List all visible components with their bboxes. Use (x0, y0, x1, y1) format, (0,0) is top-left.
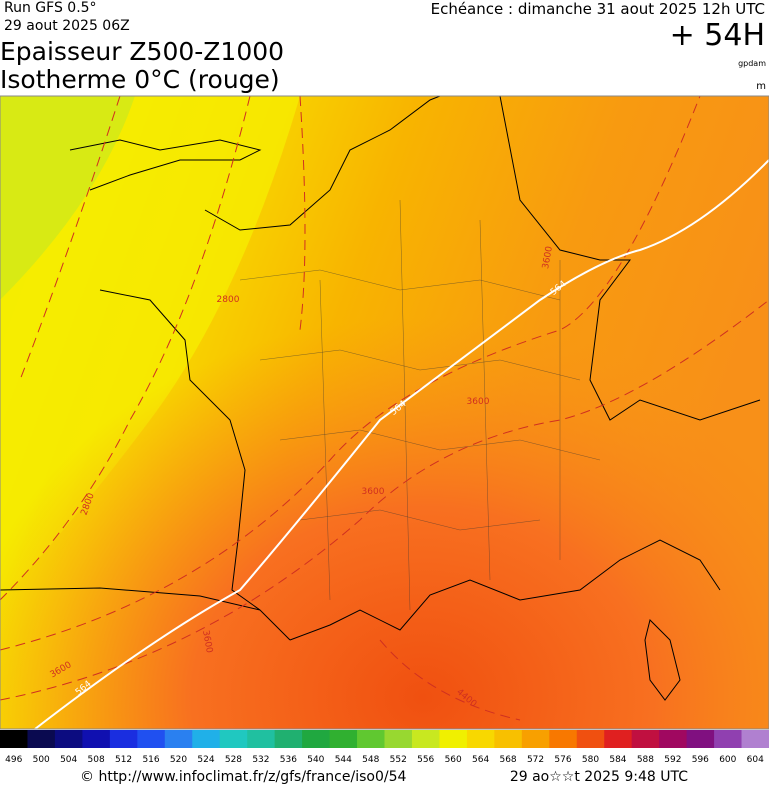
colorbar-swatch (686, 730, 715, 748)
unit-iso: m (756, 81, 766, 92)
colorbar-label: 500 (33, 755, 50, 765)
colorbar-label: 528 (225, 755, 242, 765)
map: 2800280036003600360036003600440056456456… (0, 96, 769, 729)
colorbar-swatch (164, 730, 193, 748)
colorbar-swatch (631, 730, 660, 748)
colorbar-swatch (576, 730, 605, 748)
colorbar-swatch (54, 730, 83, 748)
colorbar-label: 584 (609, 755, 626, 765)
colorbar-label: 592 (664, 755, 681, 765)
colorbar-swatch (27, 730, 56, 748)
isotherm-lines (0, 96, 769, 721)
lead-time: + 54H (670, 18, 765, 53)
colorbar-swatch (82, 730, 111, 748)
colorbar-label: 600 (719, 755, 736, 765)
contour-label: 2800 (217, 295, 240, 305)
colorbar-swatch (466, 730, 495, 748)
colorbar-swatch (439, 730, 468, 748)
colorbar-label: 572 (527, 755, 544, 765)
run: Run GFS 0.5° (4, 0, 97, 16)
colorbar-swatch (0, 730, 28, 748)
colorbar-label: 544 (335, 755, 352, 765)
colorbar-label: 556 (417, 755, 434, 765)
run-date: 29 aout 2025 06Z (4, 18, 130, 34)
colorbar-swatch (137, 730, 166, 748)
contour-label: 3600 (362, 487, 385, 497)
colorbar-label: 496 (5, 755, 22, 765)
colorbar-label: 576 (554, 755, 571, 765)
colorbar-label: 524 (197, 755, 214, 765)
colorbar-swatch (219, 730, 248, 748)
colorbar-swatch (604, 730, 633, 748)
contour-label: 3600 (541, 245, 555, 270)
colorbar-label: 596 (692, 755, 709, 765)
colorbar-label: 520 (170, 755, 187, 765)
colorbar-swatch (302, 730, 331, 748)
map-hot-area (0, 96, 769, 729)
colorbar-label: 568 (499, 755, 516, 765)
colorbar-label: 604 (747, 755, 764, 765)
colorbar-label: 540 (307, 755, 324, 765)
colorbar-swatch (714, 730, 743, 748)
colorbar-swatch (494, 730, 523, 748)
title-line2: Isotherme 0°C (rouge) (0, 65, 280, 94)
colorbar-label: 516 (142, 755, 159, 765)
coastline (0, 96, 761, 701)
colorbar-label: 564 (472, 755, 489, 765)
colorbar-swatch (329, 730, 358, 748)
colorbar-label: 552 (390, 755, 407, 765)
colorbar-label: 588 (637, 755, 654, 765)
title-line1: Epaisseur Z500-Z1000 (0, 37, 284, 66)
colorbar-label: 512 (115, 755, 132, 765)
footer-url: © http://www.infoclimat.fr/z/gfs/france/… (80, 769, 406, 785)
borders (239, 199, 601, 611)
thickness-564-line (34, 159, 769, 729)
map-frame (0, 95, 769, 730)
colorbar-swatch (357, 730, 385, 748)
colorbar-label: 548 (362, 755, 379, 765)
unit-thickness: gpdam (738, 59, 766, 68)
colorbar-swatch (247, 730, 276, 748)
colorbar-label: 508 (88, 755, 105, 765)
colorbar-swatch (521, 730, 550, 748)
contour-label: 3600 (467, 397, 490, 407)
colorbar-swatch (192, 730, 221, 748)
valid-time: Echéance : dimanche 31 aout 2025 12h UTC (431, 0, 765, 18)
colorbar-swatch (384, 730, 413, 748)
contour-label: 3600 (200, 630, 214, 655)
colorbar-label: 504 (60, 755, 77, 765)
colorbar-swatch (549, 730, 578, 748)
colorbar-label: 536 (280, 755, 297, 765)
colorbar-swatch (411, 730, 440, 748)
colorbar-label: 532 (252, 755, 269, 765)
colorbar-swatch (659, 730, 688, 748)
colorbar-swatch (741, 730, 769, 748)
colorbar-swatch (109, 730, 138, 748)
colorbar-label: 560 (445, 755, 462, 765)
colorbar-label: 580 (582, 755, 599, 765)
footer-timestamp: 29 ao☆☆t 2025 9:48 UTC (510, 769, 688, 785)
colorbar-swatch (274, 730, 303, 748)
